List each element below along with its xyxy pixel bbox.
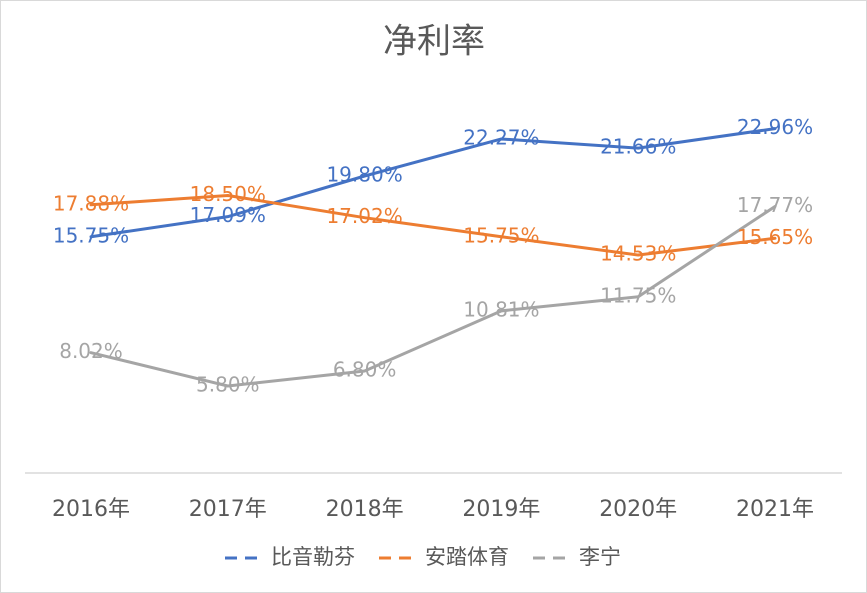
data-label: 17.02% (326, 204, 402, 228)
x-tick-label: 2016年 (52, 497, 130, 522)
data-label: 17.09% (190, 203, 266, 227)
chart-title: 净利率 (383, 22, 485, 62)
data-label: 14.53% (600, 242, 676, 266)
data-label: 19.80% (326, 163, 402, 187)
series-line (89, 127, 777, 239)
legend-label: 李宁 (579, 545, 621, 569)
series-line (89, 204, 777, 388)
data-label: 15.75% (53, 223, 129, 247)
data-label: 22.96% (737, 115, 813, 139)
data-label: 22.27% (463, 125, 539, 149)
series-line (89, 194, 777, 257)
data-label: 17.88% (53, 191, 129, 215)
legend-label: 安踏体育 (425, 545, 509, 569)
x-tick-label: 2017年 (189, 497, 267, 522)
data-label: 11.75% (600, 283, 676, 307)
x-tick-label: 2018年 (326, 497, 404, 522)
x-tick-label: 2021年 (736, 497, 814, 522)
data-label: 8.02% (59, 339, 123, 363)
x-tick-label: 2019年 (462, 497, 540, 522)
data-label: 5.80% (196, 373, 260, 397)
data-label: 18.50% (190, 182, 266, 206)
data-label: 15.65% (737, 225, 813, 249)
data-label: 21.66% (600, 135, 676, 159)
data-label: 15.75% (463, 223, 539, 247)
x-tick-label: 2020年 (599, 497, 677, 522)
legend-label: 比音勒芬 (271, 545, 355, 569)
data-label: 6.80% (333, 358, 397, 382)
data-label: 10.81% (463, 297, 539, 321)
data-label: 17.77% (737, 193, 813, 217)
